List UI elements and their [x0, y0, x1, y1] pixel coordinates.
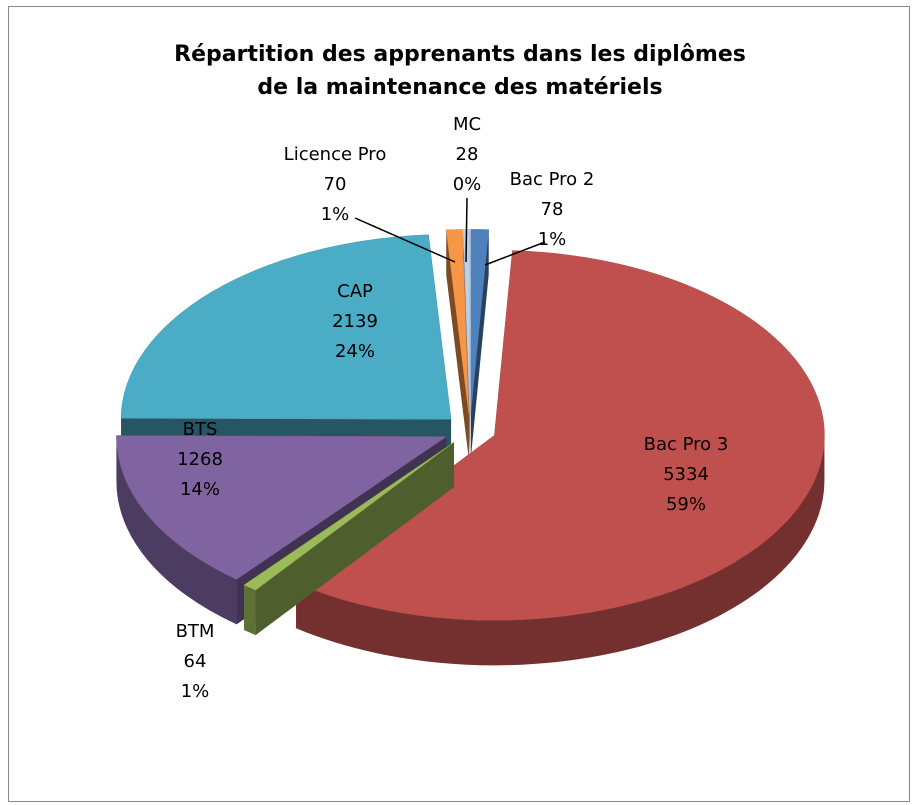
slice-wall [243, 584, 256, 636]
slice-top [243, 442, 455, 591]
slice-percent: 1% [181, 681, 210, 702]
slice-percent: 59% [666, 494, 706, 515]
slice-wall [116, 436, 237, 625]
slice-value: 1268 [177, 449, 223, 470]
slice-value: 28 [456, 144, 479, 165]
slice-value: 64 [184, 651, 207, 672]
chart-frame [8, 6, 910, 802]
slice-side [446, 229, 469, 460]
slice-value: 78 [541, 199, 564, 220]
leader-line [354, 217, 456, 263]
slice-label: Licence Pro [284, 144, 387, 165]
slice-value: 2139 [332, 311, 378, 332]
slice-top [445, 229, 470, 415]
chart-title: Répartition des apprenants dans les dipl… [174, 42, 746, 100]
pie-slice [243, 442, 455, 636]
slice-label: BTM [176, 621, 215, 642]
slice-percent: 1% [321, 204, 350, 225]
slice-top [470, 229, 489, 415]
slice-side [470, 229, 489, 460]
pie-slice [470, 229, 489, 460]
leader-line [484, 241, 546, 266]
slice-label: MC [453, 114, 481, 135]
slice-label: BTS [183, 419, 218, 440]
slice-top [295, 250, 825, 621]
slice-side [243, 442, 454, 630]
slice-percent: 14% [180, 479, 220, 500]
pie-slice [445, 229, 470, 460]
slice-value: 70 [324, 174, 347, 195]
pie-slice [120, 234, 452, 465]
slice-label: Bac Pro 2 [510, 169, 595, 190]
slice-percent: 0% [453, 174, 482, 195]
slice-top [116, 435, 448, 580]
slice-label: CAP [337, 281, 373, 302]
slice-value: 5334 [663, 464, 709, 485]
leader-line [465, 197, 468, 263]
slice-label: Bac Pro 3 [644, 434, 729, 455]
slice-top [120, 234, 452, 420]
slice-wall [296, 435, 825, 666]
slice-percent: 1% [538, 229, 567, 250]
slice-percent: 24% [335, 341, 375, 362]
